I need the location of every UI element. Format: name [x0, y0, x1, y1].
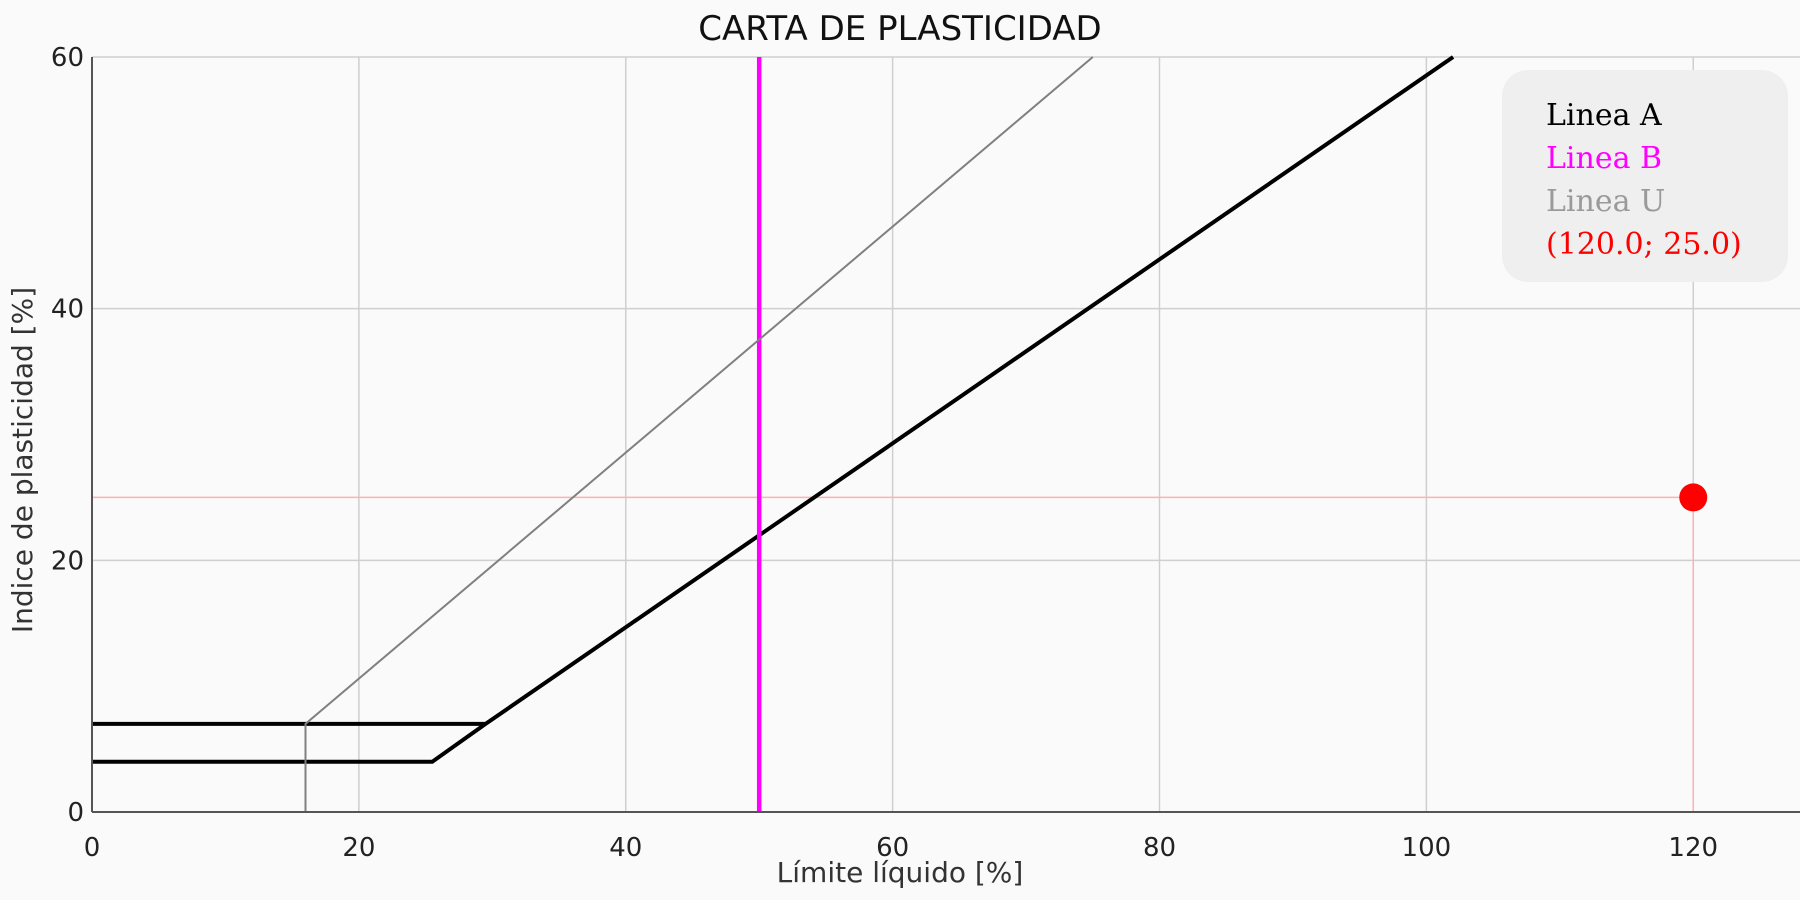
legend-item: Linea U	[1546, 184, 1665, 219]
linea-u-line	[306, 57, 1093, 812]
x-tick-label: 0	[84, 833, 101, 863]
legend-item: Linea B	[1546, 141, 1662, 176]
tick-labels: 0 20 40 60 80 100 120 0 20 40 60	[51, 43, 1718, 863]
x-tick-label: 20	[342, 833, 375, 863]
x-tick-label: 40	[609, 833, 642, 863]
x-tick-label: 80	[1143, 833, 1176, 863]
legend: Linea A Linea B Linea U (120.0; 25.0)	[1502, 70, 1788, 282]
x-tick-label: 100	[1402, 833, 1452, 863]
y-tick-label: 60	[51, 43, 84, 73]
chart-title: CARTA DE PLASTICIDAD	[698, 9, 1101, 49]
linea-a-line	[92, 57, 1453, 762]
y-tick-label: 40	[51, 295, 84, 325]
y-tick-label: 20	[51, 546, 84, 576]
series-lines	[92, 57, 1453, 812]
x-tick-label: 120	[1668, 833, 1718, 863]
legend-item: Linea A	[1546, 98, 1662, 133]
data-point	[1679, 483, 1707, 511]
x-tick-label: 60	[876, 833, 909, 863]
y-axis-label: Indice de plasticidad [%]	[6, 287, 39, 633]
highlight-point	[1679, 483, 1707, 511]
legend-item: (120.0; 25.0)	[1546, 227, 1742, 262]
y-tick-label: 0	[67, 798, 84, 828]
